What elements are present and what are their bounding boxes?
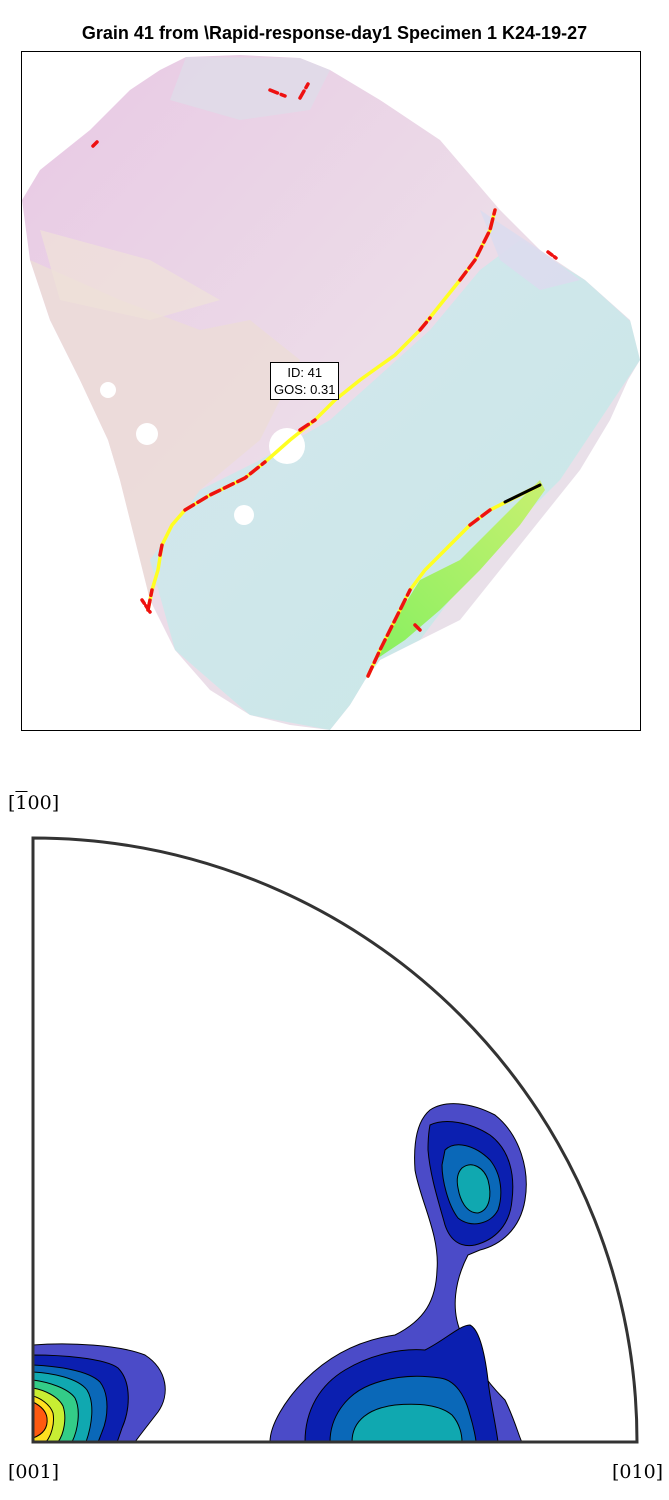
pole-figure-right-label: [010]	[612, 1461, 664, 1483]
grain-id-label: ID: 41 GOS: 0.31	[270, 362, 340, 400]
pole-figure-top-label: [100]	[8, 792, 60, 814]
grain-id-text: ID: 41	[287, 365, 323, 380]
pole-figure-left-label: [001]	[8, 1461, 60, 1483]
grain-orientation-map	[22, 55, 640, 730]
map-title: Grain 41 from \Rapid-response-day1 Speci…	[81, 23, 588, 43]
grain-gos-text: GOS: 0.31	[274, 382, 336, 397]
